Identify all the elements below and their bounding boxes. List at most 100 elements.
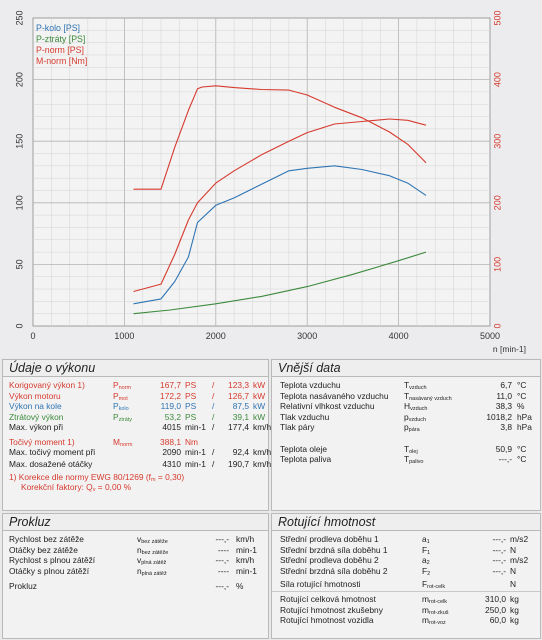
legend-entry: P-norm [PS] [36,45,84,55]
max-torque-row: Max. točivý moment při 2090 min-1 / 92,4 km/h [3,447,271,458]
vnejsi-row: Teplota nasávaného vzduchu Tnasávaný vzdu… [272,391,540,402]
separator: / [212,401,215,411]
unit: kg [510,604,519,615]
symbol: Pnorm [113,380,132,391]
panel-title: Vnější data [272,360,540,377]
legend-entry: M-norm [Nm] [36,56,87,66]
unit: °C [517,443,527,454]
row-label: Teplota vzduchu [280,380,341,390]
value-kw: 126,7 [228,390,249,401]
legend-entry: P-ztráty [PS] [36,34,85,44]
row-label: Teplota oleje [280,443,328,454]
row-label: Síla rotující hmotnosti [280,579,361,589]
chart-series [133,85,427,315]
value: 60,0 [489,615,506,625]
y-right-tick-label: 500 [492,10,502,25]
symbol: pvzduch [404,411,427,423]
value: 1018,2 [486,411,512,422]
unit-2: kW [253,390,266,401]
row-label: Výkon motoru [9,390,61,401]
panel-title: Údaje o výkonu [3,360,268,377]
x-tick-label: 5000 [480,331,500,341]
unit-2: kW [253,411,266,422]
unit: % [517,401,525,411]
vnejsi-row: Tlak páry ppára 3,8 hPa [272,422,540,433]
hmotnost-row: Rotující hmotnost vozidla mrot-voz 60,0 kg [272,615,540,626]
row-label: Střední prodleva doběhu 1 [280,534,379,544]
correction-factor: Korekční faktory: Qv = 0,00 % [21,482,132,493]
prokluz-row: Rychlost bez zátěže vbez zátěže ---,- km/h [3,534,268,545]
y-right-tick-label: 400 [492,72,502,87]
series-line-3 [133,85,427,190]
value: 11,0 [496,390,512,401]
unit: km/h [236,555,255,565]
value: 50,9 [495,443,512,454]
row-label: Rotující hmotnost vozidla [280,615,374,625]
symbol: ppára [404,422,420,433]
vykon-row: Výkon motoru Pmot 172,2 PS / 126,7 kW [3,391,268,402]
y-left-tick-label: 250 [14,10,24,25]
panel-title: Rotující hmotnost [272,514,540,531]
row-label: Max. dosažené otáčky [9,459,93,469]
y-left-tick-label: 100 [14,195,24,210]
unit-2: km/h [253,422,272,432]
series-line-1 [133,251,427,315]
value: 4310 [162,459,181,469]
value: ---,- [215,581,229,591]
value-torque: 388,1 [160,436,181,447]
y-right-tick-label: 300 [492,134,502,149]
vnejsi-row: Relativní vlhkost vzduchu Hvzduch 38,3% [272,401,540,412]
panel-hmotnost: Rotující hmotnost Střední prodleva doběh… [271,513,541,639]
vnejsi-row: Teplota vzduchu Tvzduch 6,7 °C [272,380,540,391]
separator: / [212,411,215,422]
symbol: vplná zátěž [137,555,167,566]
separator: / [212,459,215,469]
y-left-tick-label: 150 [14,134,24,149]
symbol: Pztráty [113,411,133,423]
value: 6,7 [500,380,512,390]
series-line-0 [133,165,427,305]
unit: min-1 [236,544,257,555]
hmotnost-row: Rotující hmotnost zkušebny mrot-zkuš 250,0… [272,605,540,616]
row-label: Otáčky bez zátěže [9,544,78,555]
unit: km/h [253,459,272,469]
symbol: mrot-zkuš [422,604,449,616]
x-tick-label: 2000 [206,331,226,341]
x-axis-label: n [min-1] [493,344,526,354]
value-kw: 39,1 [232,411,249,422]
y-left-tick-label: 0 [14,323,24,328]
unit-1: PS [185,401,197,411]
value: 38,3 [495,401,512,411]
prokluz-row: Otáčky bez zátěže nbez zátěže ---- min-1 [3,545,268,556]
row-label: Výkon na kole [9,401,62,411]
vykon-row: Max. výkon při 4015 min-1 / 177,4 km/h [3,422,272,433]
unit: min-1 [236,565,257,576]
row-label: Rychlost s plnou zátěží [9,555,96,565]
unit: m/s2 [510,555,529,565]
value-ps: 53,2 [164,411,181,422]
symbol: mrot-voz [422,615,446,626]
x-tick-label: 3000 [297,331,317,341]
unit-1: min-1 [185,422,206,432]
separator: / [212,422,215,432]
unit-2: kW [253,401,266,411]
vykon-row: Výkon na kole Pkolo 119,0 PS / 87,5 kW [3,401,268,412]
unit: kg [510,615,519,625]
chart-axes: 0 1000 2000 3000 4000 5000 0 50 100 150 200 250 0 100… [14,10,526,354]
row-label: Střední prodleva doběhu 2 [280,555,379,565]
plot-area [32,17,491,327]
row-label: Rotující celková hmotnost [280,594,376,604]
symbol: mrot-celk [422,594,448,605]
hmotnost-row: Střední brzdná síla doběhu 1 F1 ---,- N [272,545,540,556]
value: ---- [217,565,229,576]
dyno-chart: 0 1000 2000 3000 4000 5000 0 50 100 150 200 250 0 100… [14,10,526,354]
unit: % [236,581,244,591]
hmotnost-row: Střední prodleva doběhu 2 a2 ---,- m/s2 [272,555,540,566]
prokluz-row: Rychlost s plnou zátěží vplná zátěž ---,- k… [3,555,268,566]
separator: / [212,447,215,457]
row-label: Rychlost bez zátěže [9,534,84,544]
row-label: Relativní vlhkost vzduchu [280,401,375,411]
value: 250,0 [485,604,506,615]
unit: hPa [517,411,532,422]
symbol: vbez zátěže [137,534,168,545]
